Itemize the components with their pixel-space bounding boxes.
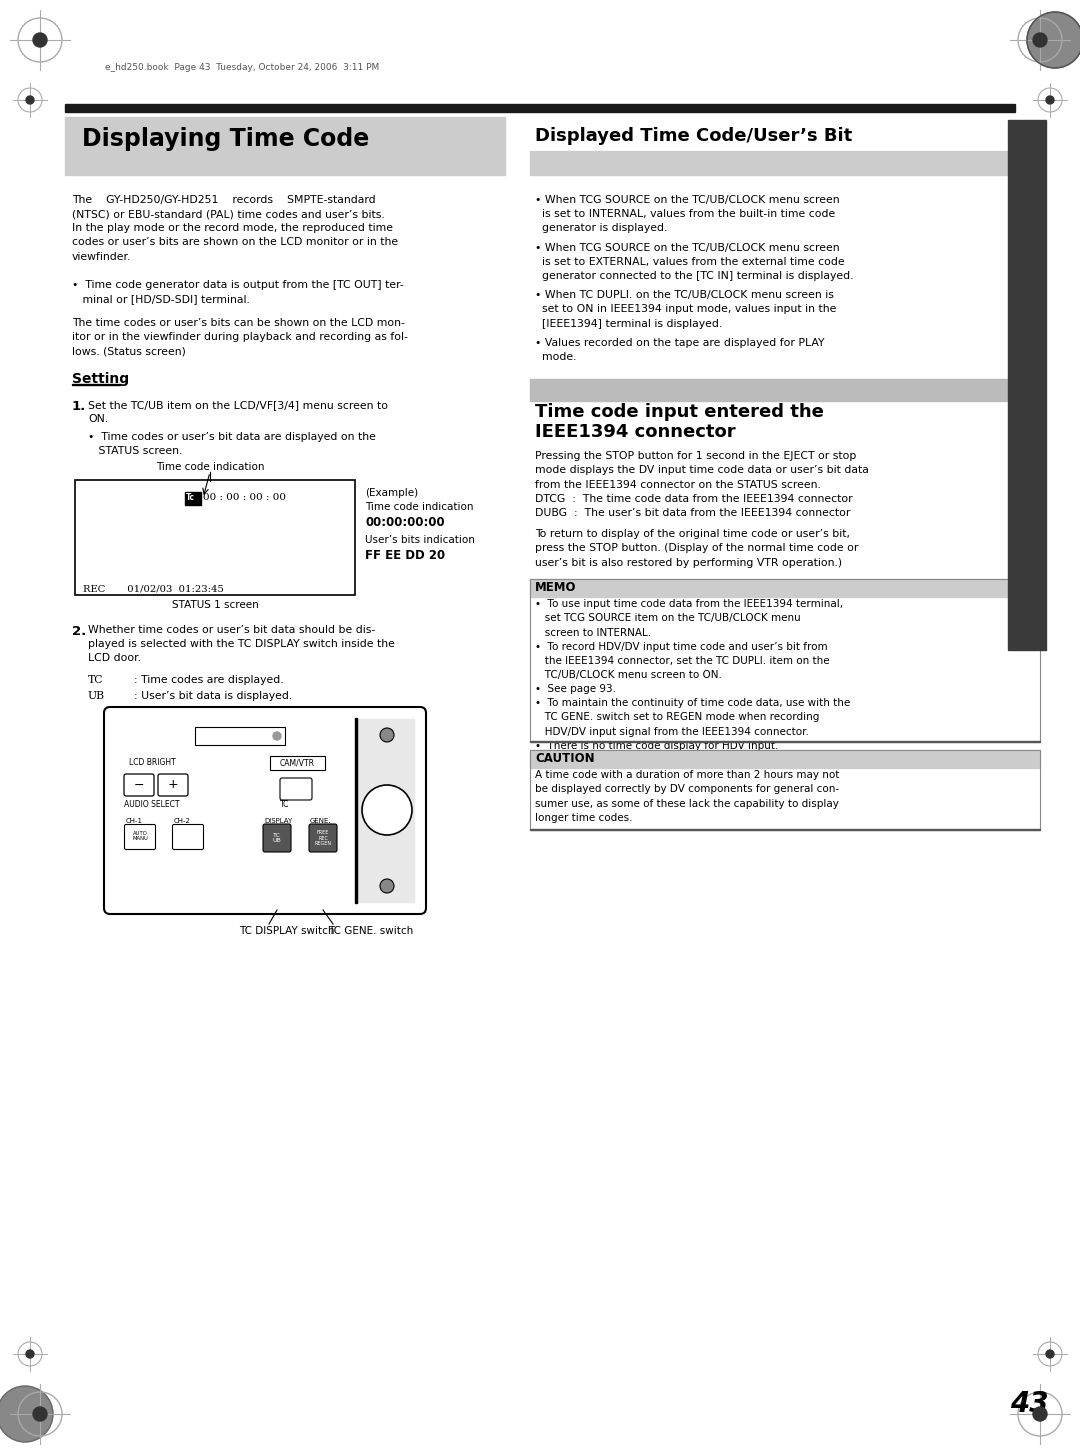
Circle shape <box>362 785 411 835</box>
Text: FF EE DD 20: FF EE DD 20 <box>365 550 445 563</box>
Text: Displaying Time Code: Displaying Time Code <box>82 126 369 151</box>
FancyBboxPatch shape <box>264 824 291 852</box>
Text: 2.: 2. <box>72 625 86 638</box>
Text: • When TC DUPLI. on the TC/UB/CLOCK menu screen is
  set to ON in IEEE1394 input: • When TC DUPLI. on the TC/UB/CLOCK menu… <box>535 291 836 329</box>
Text: •  To use input time code data from the IEEE1394 terminal,
   set TCG SOURCE ite: • To use input time code data from the I… <box>535 599 850 750</box>
Text: User’s bits indication: User’s bits indication <box>365 535 475 545</box>
Text: +: + <box>167 778 178 791</box>
Circle shape <box>26 96 33 105</box>
Text: TC: TC <box>87 675 104 685</box>
FancyBboxPatch shape <box>158 774 188 795</box>
Bar <box>270 756 325 771</box>
Text: : Time codes are displayed.: : Time codes are displayed. <box>134 675 284 685</box>
Text: UB: UB <box>87 691 105 701</box>
Text: IEEE1394 connector: IEEE1394 connector <box>535 423 735 441</box>
Text: (Example): (Example) <box>365 489 418 499</box>
Bar <box>530 151 1040 174</box>
Text: To return to display of the original time code or user’s bit,
press the STOP but: To return to display of the original tim… <box>535 529 859 567</box>
Text: AUTO
MANU: AUTO MANU <box>132 830 148 842</box>
Bar <box>65 105 1015 112</box>
FancyBboxPatch shape <box>104 707 426 915</box>
Text: • When TCG SOURCE on the TC/UB/CLOCK menu screen
  is set to EXTERNAL, values fr: • When TCG SOURCE on the TC/UB/CLOCK men… <box>535 243 853 281</box>
Text: e_hd250.book  Page 43  Tuesday, October 24, 2006  3:11 PM: e_hd250.book Page 43 Tuesday, October 24… <box>105 63 379 73</box>
FancyBboxPatch shape <box>173 824 203 849</box>
Text: GENE.: GENE. <box>310 819 332 824</box>
FancyBboxPatch shape <box>124 824 156 849</box>
Text: REC       01/02/03  01:23:45: REC 01/02/03 01:23:45 <box>83 585 224 595</box>
Circle shape <box>273 731 281 740</box>
Text: Time code indication: Time code indication <box>365 502 473 512</box>
Text: STATUS 1 screen: STATUS 1 screen <box>172 601 258 611</box>
Text: FREE
REC
REGEN: FREE REC REGEN <box>314 830 332 846</box>
Text: TC
UB: TC UB <box>272 833 282 843</box>
Bar <box>530 579 1040 742</box>
Text: TC GENE. switch: TC GENE. switch <box>328 926 414 936</box>
Text: CAUTION: CAUTION <box>535 752 595 765</box>
Text: AUDIO SELECT: AUDIO SELECT <box>124 800 179 808</box>
Circle shape <box>380 728 394 742</box>
Bar <box>530 379 1040 401</box>
FancyBboxPatch shape <box>280 778 312 800</box>
Text: TC: TC <box>281 800 289 808</box>
Circle shape <box>1047 1349 1054 1358</box>
Text: The    GY-HD250/GY-HD251    records    SMPTE-standard
(NTSC) or EBU-standard (PA: The GY-HD250/GY-HD251 records SMPTE-stan… <box>72 195 399 262</box>
Text: : User’s bit data is displayed.: : User’s bit data is displayed. <box>134 691 293 701</box>
Text: Whether time codes or user’s bit data should be dis-
played is selected with the: Whether time codes or user’s bit data sh… <box>87 625 395 663</box>
Text: •  Time codes or user’s bit data are displayed on the
   STATUS screen.: • Time codes or user’s bit data are disp… <box>87 432 376 457</box>
Text: •  Time code generator data is output from the [TC OUT] ter-
   minal or [HD/SD-: • Time code generator data is output fro… <box>72 281 404 304</box>
Text: CH-1: CH-1 <box>126 819 143 824</box>
Bar <box>530 750 1040 768</box>
Text: 00:00:00:00: 00:00:00:00 <box>365 516 445 529</box>
Text: Pressing the STOP button for 1 second in the EJECT or stop
mode displays the DV : Pressing the STOP button for 1 second in… <box>535 451 869 518</box>
Bar <box>357 718 414 901</box>
Text: LCD BRIGHT: LCD BRIGHT <box>129 758 176 768</box>
Text: The time codes or user’s bits can be shown on the LCD mon-
itor or in the viewfi: The time codes or user’s bits can be sho… <box>72 318 408 356</box>
Text: −: − <box>134 778 145 791</box>
Circle shape <box>1032 33 1047 47</box>
Text: Tc: Tc <box>186 493 195 502</box>
Text: Displayed Time Code/User’s Bit: Displayed Time Code/User’s Bit <box>535 126 852 145</box>
Circle shape <box>1032 1407 1047 1421</box>
Bar <box>195 727 285 744</box>
Circle shape <box>0 1386 53 1442</box>
Circle shape <box>1047 96 1054 105</box>
Text: CAM/VTR: CAM/VTR <box>280 759 314 768</box>
Text: Time code input entered the: Time code input entered the <box>535 403 824 422</box>
FancyBboxPatch shape <box>309 824 337 852</box>
Text: • Values recorded on the tape are displayed for PLAY
  mode.: • Values recorded on the tape are displa… <box>535 337 824 362</box>
Circle shape <box>1027 12 1080 68</box>
Bar <box>75 480 355 595</box>
Circle shape <box>26 1349 33 1358</box>
Circle shape <box>33 33 48 47</box>
Text: Setting: Setting <box>72 372 130 385</box>
Text: • When TCG SOURCE on the TC/UB/CLOCK menu screen
  is set to INTERNAL, values fr: • When TCG SOURCE on the TC/UB/CLOCK men… <box>535 195 839 233</box>
Text: A time code with a duration of more than 2 hours may not
be displayed correctly : A time code with a duration of more than… <box>535 771 839 823</box>
Bar <box>65 116 505 174</box>
Text: 1.: 1. <box>72 400 86 413</box>
Text: Time code indication: Time code indication <box>156 462 265 473</box>
Bar <box>530 579 1040 598</box>
Circle shape <box>33 1407 48 1421</box>
Text: CH-2: CH-2 <box>174 819 191 824</box>
Bar <box>1008 121 1047 650</box>
Text: Set the TC/UB item on the LCD/VF[3/4] menu screen to
ON.: Set the TC/UB item on the LCD/VF[3/4] me… <box>87 400 388 425</box>
Bar <box>530 750 1040 830</box>
FancyBboxPatch shape <box>124 774 154 795</box>
Bar <box>355 718 357 903</box>
Text: 43: 43 <box>1010 1390 1049 1418</box>
Text: MEMO: MEMO <box>535 582 577 595</box>
Bar <box>185 491 201 505</box>
Text: TC DISPLAY switch: TC DISPLAY switch <box>239 926 335 936</box>
Circle shape <box>380 880 394 893</box>
Text: 00 : 00 : 00 : 00: 00 : 00 : 00 : 00 <box>203 493 286 502</box>
Text: DISPLAY: DISPLAY <box>264 819 293 824</box>
